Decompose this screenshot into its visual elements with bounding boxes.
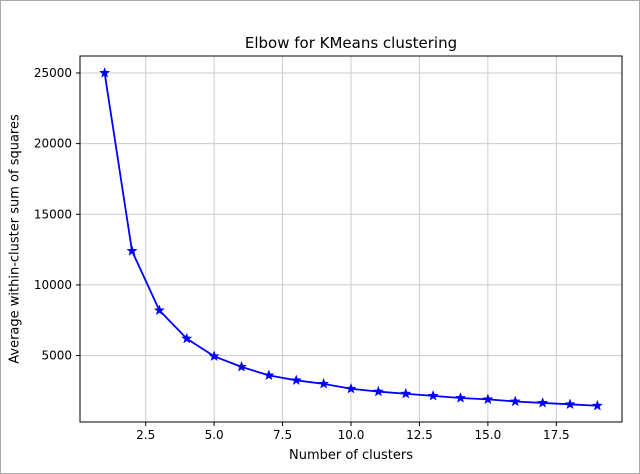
star-marker: [317, 377, 330, 389]
star-marker: [564, 398, 576, 410]
star-marker: [98, 67, 111, 78]
star-marker: [509, 395, 521, 407]
x-tick-label: 12.5: [406, 428, 433, 442]
y-tick-label: 5000: [41, 349, 72, 363]
star-marker: [372, 385, 385, 397]
chart-title: Elbow for KMeans clustering: [244, 34, 458, 52]
y-tick-label: 10000: [34, 278, 72, 292]
star-marker: [345, 382, 357, 394]
star-marker: [235, 360, 248, 372]
star-marker: [591, 399, 604, 411]
star-marker: [153, 304, 166, 316]
star-marker: [290, 374, 302, 386]
star-marker: [208, 350, 220, 362]
star-marker: [181, 332, 193, 344]
y-tick-label: 20000: [34, 137, 72, 151]
x-tick-label: 10.0: [338, 428, 365, 442]
y-tick-label: 25000: [34, 66, 72, 80]
star-marker: [427, 389, 439, 401]
x-tick-label: 7.5: [273, 428, 292, 442]
x-axis-label: Number of clusters: [288, 448, 413, 463]
star-marker: [263, 369, 275, 381]
star-marker: [126, 245, 138, 256]
star-marker: [400, 387, 412, 399]
axes-border: [79, 55, 623, 423]
x-tick-label: 17.5: [543, 428, 570, 442]
y-tick-label: 15000: [34, 207, 72, 221]
x-tick-label: 5.0: [205, 428, 224, 442]
x-tick-label: 2.5: [136, 428, 155, 442]
star-marker: [482, 393, 494, 405]
star-marker: [536, 396, 549, 408]
star-marker: [454, 392, 467, 403]
x-tick-label: 15.0: [475, 428, 502, 442]
